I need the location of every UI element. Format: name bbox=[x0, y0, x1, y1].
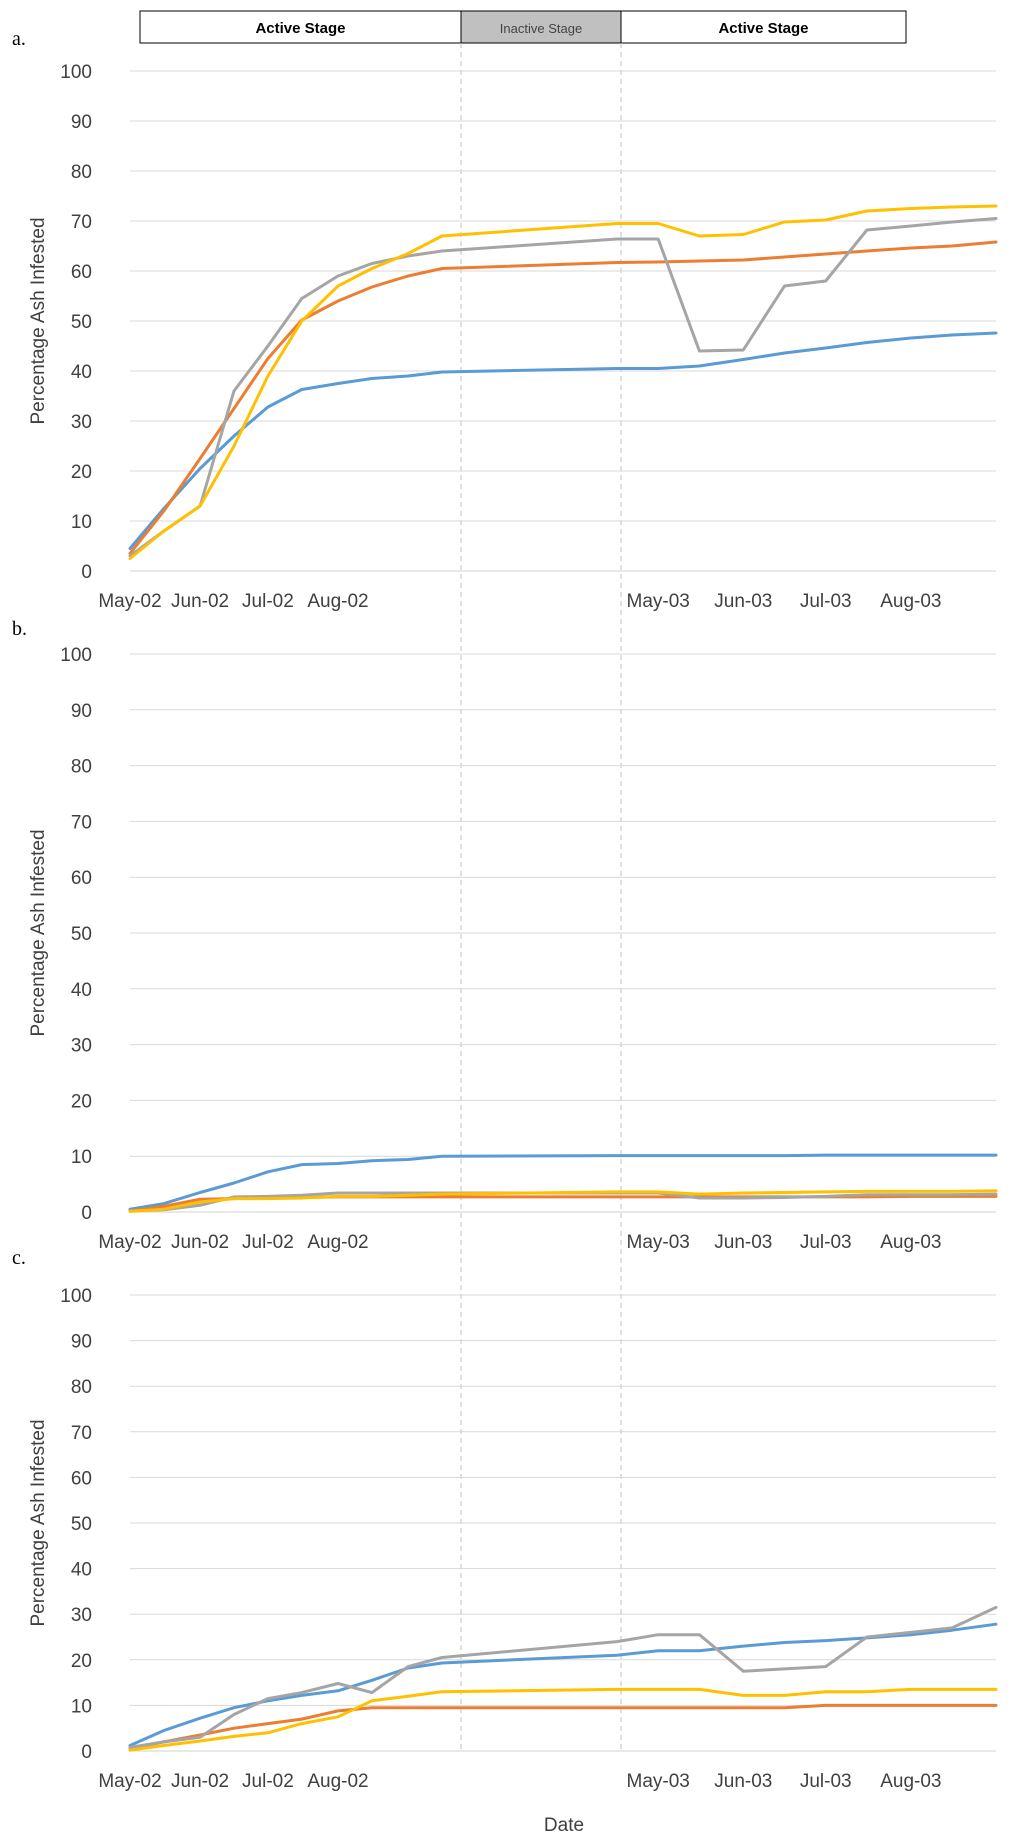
y-tick-label: 30 bbox=[71, 1605, 92, 1626]
y-tick-label: 50 bbox=[71, 924, 92, 945]
chart-panel: b. 0 10 20 30 40 50 60 70 80 90 100 Percentage Ash I… bbox=[12, 618, 998, 1253]
stage-bar: Active Stage Inactive Stage Active Stage bbox=[139, 10, 907, 44]
y-tick-label: 50 bbox=[71, 312, 92, 333]
panel-label: a. bbox=[12, 28, 26, 50]
x-tick-label: May-03 bbox=[627, 1771, 690, 1792]
y-tick-label: 90 bbox=[71, 1332, 92, 1353]
x-tick-label: Jun-03 bbox=[714, 1771, 772, 1792]
series-line bbox=[128, 217, 998, 558]
x-tick-label: Jul-03 bbox=[800, 1232, 852, 1253]
y-tick-label: 30 bbox=[71, 412, 92, 433]
chart-panel: a. 0 10 20 30 40 50 60 70 80 90 100 Percentage Ash I… bbox=[12, 28, 998, 612]
x-tick-label: Aug-02 bbox=[307, 1771, 368, 1792]
stage-box bbox=[620, 10, 907, 44]
y-tick-label: 60 bbox=[71, 868, 92, 889]
x-tick-label: Jun-02 bbox=[171, 591, 229, 612]
y-tick-label: 90 bbox=[71, 701, 92, 722]
y-tick-label: 80 bbox=[71, 162, 92, 183]
x-tick-label: Jul-02 bbox=[242, 591, 294, 612]
x-tick-label: Aug-03 bbox=[880, 1771, 941, 1792]
y-tick-label: 80 bbox=[71, 757, 92, 778]
stage-box bbox=[460, 10, 622, 44]
panel-label: c. bbox=[12, 1247, 26, 1269]
stage-box bbox=[139, 10, 462, 44]
x-tick-label: Aug-03 bbox=[880, 591, 941, 612]
x-tick-label: Aug-02 bbox=[307, 591, 368, 612]
x-tick-label: Aug-03 bbox=[880, 1232, 941, 1253]
y-tick-label: 100 bbox=[60, 62, 92, 83]
y-tick-label: 10 bbox=[71, 1147, 92, 1168]
y-tick-label: 100 bbox=[60, 645, 92, 666]
stage-label: Inactive Stage bbox=[500, 21, 582, 36]
series-line bbox=[128, 204, 998, 560]
y-tick-label: 0 bbox=[81, 1742, 92, 1763]
y-tick-label: 0 bbox=[81, 562, 92, 583]
stage-label: Active Stage bbox=[255, 20, 345, 37]
y-axis-title: Percentage Ash Infested bbox=[28, 1419, 49, 1626]
y-tick-label: 20 bbox=[71, 1651, 92, 1672]
y-tick-label: 10 bbox=[71, 1696, 92, 1717]
y-tick-label: 40 bbox=[71, 980, 92, 1001]
series-line bbox=[128, 1189, 998, 1213]
x-tick-label: May-02 bbox=[98, 1771, 161, 1792]
x-tick-label: Jul-03 bbox=[800, 1771, 852, 1792]
x-tick-label: May-02 bbox=[98, 1232, 161, 1253]
series-line bbox=[128, 1687, 998, 1752]
y-tick-label: 100 bbox=[60, 1286, 92, 1307]
y-tick-label: 30 bbox=[71, 1036, 92, 1057]
y-tick-label: 80 bbox=[71, 1377, 92, 1398]
y-tick-label: 40 bbox=[71, 1560, 92, 1581]
x-tick-label: Jul-02 bbox=[242, 1771, 294, 1792]
series-line bbox=[128, 1622, 998, 1747]
x-tick-label: Jun-02 bbox=[171, 1232, 229, 1253]
x-tick-label: May-03 bbox=[627, 591, 690, 612]
x-tick-label: May-03 bbox=[627, 1232, 690, 1253]
series-line bbox=[128, 240, 998, 555]
series-line bbox=[128, 331, 998, 550]
x-tick-label: Jun-03 bbox=[714, 591, 772, 612]
series-line bbox=[128, 1605, 998, 1749]
y-tick-label: 10 bbox=[71, 512, 92, 533]
x-tick-label: Jul-03 bbox=[800, 591, 852, 612]
y-tick-label: 70 bbox=[71, 812, 92, 833]
y-axis-title: Percentage Ash Infested bbox=[28, 829, 49, 1036]
y-tick-label: 20 bbox=[71, 1091, 92, 1112]
y-axis-title: Percentage Ash Infested bbox=[28, 217, 49, 424]
y-tick-label: 0 bbox=[81, 1203, 92, 1224]
y-tick-label: 70 bbox=[71, 212, 92, 233]
x-tick-label: Jun-02 bbox=[171, 1771, 229, 1792]
y-tick-label: 20 bbox=[71, 462, 92, 483]
y-tick-label: 90 bbox=[71, 112, 92, 133]
y-tick-label: 40 bbox=[71, 362, 92, 383]
chart-panel: c. 0 10 20 30 40 50 60 70 80 90 100 Percentage Ash I… bbox=[12, 1247, 998, 1792]
x-tick-label: Jul-02 bbox=[242, 1232, 294, 1253]
x-tick-label: May-02 bbox=[98, 591, 161, 612]
stage-dividers bbox=[460, 43, 622, 1751]
x-tick-label: Jun-03 bbox=[714, 1232, 772, 1253]
stage-label: Active Stage bbox=[718, 20, 808, 37]
panel-label: b. bbox=[12, 618, 27, 640]
y-tick-label: 70 bbox=[71, 1423, 92, 1444]
series-line bbox=[128, 1153, 998, 1211]
series-line bbox=[128, 1703, 998, 1751]
x-axis-title: Date bbox=[544, 1815, 584, 1836]
y-tick-label: 60 bbox=[71, 1468, 92, 1489]
x-tick-label: Aug-02 bbox=[307, 1232, 368, 1253]
y-tick-label: 50 bbox=[71, 1514, 92, 1535]
y-tick-label: 60 bbox=[71, 262, 92, 283]
